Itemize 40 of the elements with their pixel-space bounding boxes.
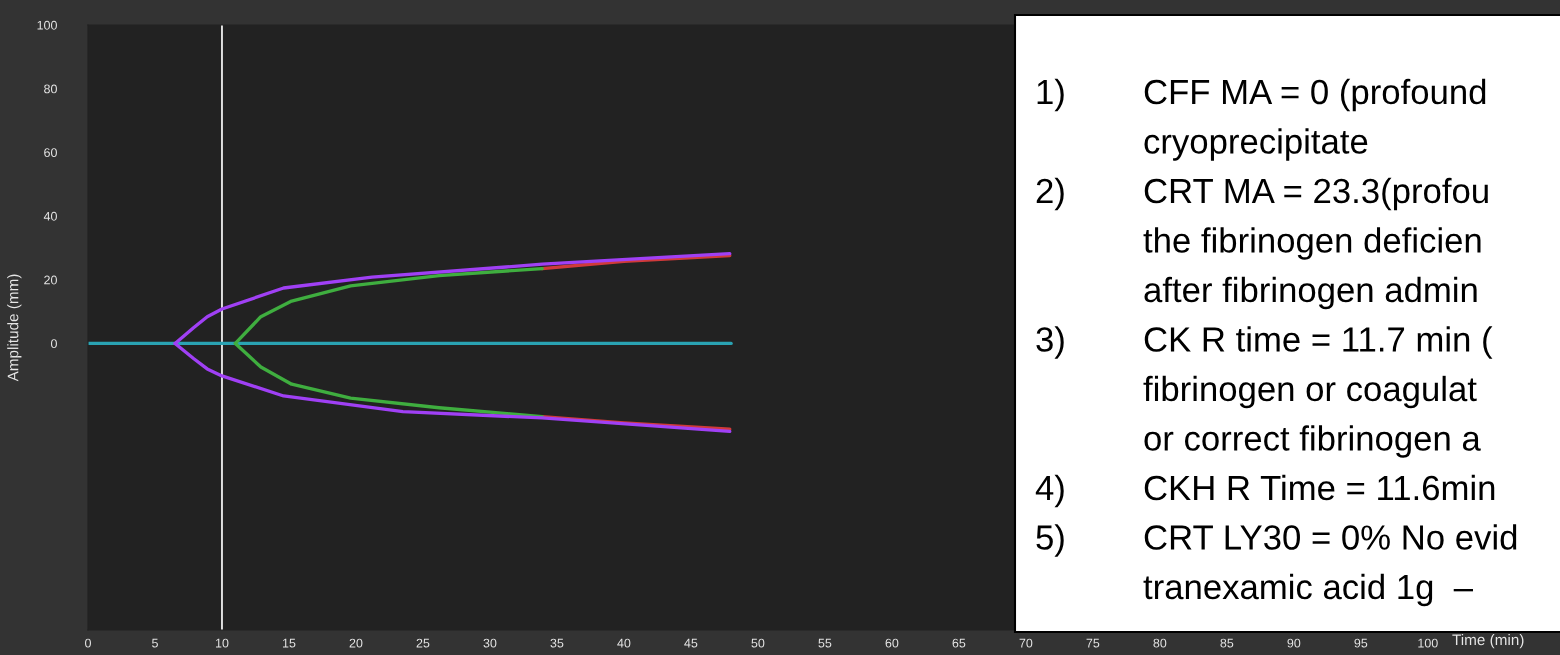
- annotation: the fibrinogen deficien: [1143, 227, 1481, 260]
- x-tick-label: 65: [952, 638, 966, 648]
- annotation: cryoprecipitate: [1144, 128, 1368, 161]
- text: 3) CK R time = 11.7 min (: [1036, 326, 1493, 359]
- x-tick-label: 50: [751, 638, 765, 648]
- x-tick-label: 15: [282, 638, 296, 648]
- x-tick-label: 100: [1418, 638, 1438, 648]
- y-tick-label: 40: [43, 211, 57, 221]
- annotation: tranexamic acid 1g –: [1143, 573, 1474, 607]
- x-tick-label: 35: [550, 638, 564, 648]
- x-tick-label: 45: [684, 638, 698, 648]
- x-tick-label: 0: [85, 638, 91, 648]
- x-tick-label: 5: [152, 638, 158, 648]
- text: 4) CKH R Time = 11.6min: [1035, 474, 1495, 508]
- y-axis-title: Amplitude (mm): [7, 274, 22, 382]
- x-tick-label: 70: [1019, 638, 1033, 648]
- x-tick-label: 40: [617, 638, 631, 648]
- y-tick-label: 100: [37, 20, 57, 30]
- y-tick-label: 80: [44, 84, 57, 94]
- x-tick-label: 90: [1287, 638, 1301, 648]
- x-tick-label: 30: [483, 638, 497, 648]
- x-tick-label: 20: [349, 638, 363, 648]
- x-tick-label: 10: [215, 638, 229, 648]
- text: 1) CFF MA = 0 (profound: [1037, 78, 1486, 112]
- x-tick-label: 55: [818, 638, 832, 648]
- y-tick-label: 0: [50, 339, 57, 349]
- annotation: fibrinogen or coagulat: [1143, 375, 1477, 409]
- x-tick-label: 80: [1153, 638, 1167, 648]
- annotation: or correct fibrinogen a: [1144, 425, 1481, 458]
- y-tick-label: 20: [44, 275, 57, 285]
- y-tick-label: 60: [44, 148, 57, 158]
- x-axis-title: Time (min): [1452, 634, 1524, 649]
- x-tick-label: 85: [1220, 638, 1234, 648]
- x-tick-label: 60: [885, 638, 899, 648]
- x-tick-label: 95: [1354, 638, 1368, 648]
- x-tick-label: 25: [416, 638, 430, 648]
- annotation: after fibrinogen admin: [1144, 276, 1477, 310]
- text: 2) CRT MA = 23.3(profou: [1036, 177, 1488, 211]
- x-tick-label: 75: [1086, 638, 1100, 648]
- text: 5) CRT LY30 = 0% No evid: [1036, 524, 1517, 557]
